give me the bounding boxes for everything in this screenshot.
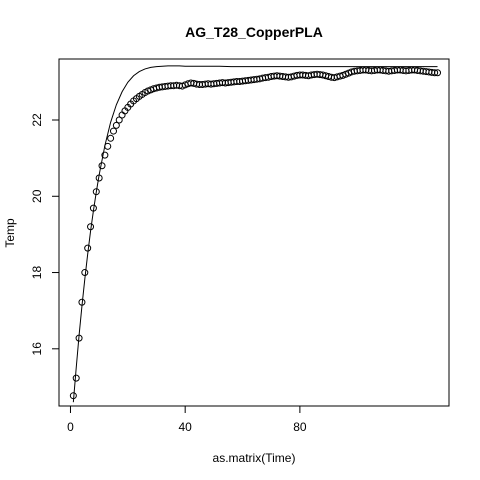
data-point xyxy=(109,127,117,135)
data-point xyxy=(98,162,106,170)
data-point xyxy=(107,134,115,142)
y-tick-label: 20 xyxy=(30,189,44,203)
x-axis: 0 40 80 xyxy=(67,405,307,434)
data-point xyxy=(78,298,86,306)
data-points xyxy=(69,66,442,400)
y-axis: 16 18 20 22 xyxy=(30,113,60,356)
x-axis-label: as.matrix(Time) xyxy=(213,451,296,465)
data-point xyxy=(118,111,126,119)
data-point xyxy=(431,69,439,77)
data-point xyxy=(92,188,100,196)
data-point xyxy=(84,244,92,252)
plot-frame xyxy=(58,58,450,407)
y-tick-label: 18 xyxy=(30,266,44,280)
data-point xyxy=(75,334,83,342)
x-tick-label: 80 xyxy=(293,420,307,434)
data-point xyxy=(112,121,120,129)
y-tick-label: 22 xyxy=(30,113,44,127)
data-point xyxy=(87,223,95,231)
data-point xyxy=(72,374,80,382)
data-point xyxy=(101,151,109,159)
data-point xyxy=(69,392,77,400)
data-point xyxy=(81,269,89,277)
y-tick-label: 16 xyxy=(30,342,44,356)
data-point xyxy=(89,204,97,212)
data-point xyxy=(434,69,442,77)
fitted-line xyxy=(72,65,438,403)
y-axis-label: Temp xyxy=(3,218,17,248)
x-tick-label: 40 xyxy=(178,420,192,434)
data-point xyxy=(95,174,103,182)
x-tick-label: 0 xyxy=(67,420,74,434)
chart-title: AG_T28_CopperPLA xyxy=(185,24,323,40)
data-point xyxy=(104,142,112,150)
